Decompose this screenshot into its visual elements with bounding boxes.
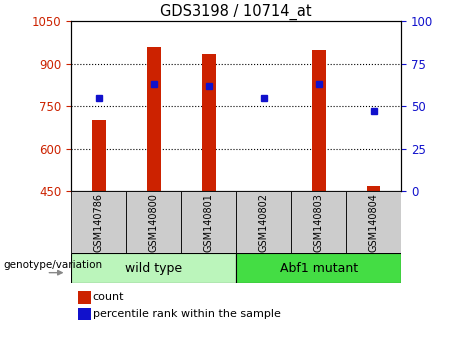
Text: GSM140800: GSM140800	[149, 193, 159, 252]
Bar	[147, 47, 161, 191]
Text: wild type: wild type	[125, 262, 183, 275]
Bar	[78, 291, 91, 304]
Text: Abf1 mutant: Abf1 mutant	[280, 262, 358, 275]
Bar	[71, 191, 126, 253]
Bar	[236, 253, 401, 283]
Bar	[346, 191, 401, 253]
Bar	[71, 253, 236, 283]
Bar	[92, 120, 106, 191]
Text: GSM140801: GSM140801	[204, 193, 214, 252]
Text: GSM140803: GSM140803	[313, 193, 324, 252]
Bar	[202, 54, 216, 191]
Bar	[367, 186, 380, 191]
Bar	[181, 191, 236, 253]
Bar	[312, 50, 325, 191]
Bar	[78, 308, 91, 320]
Title: GDS3198 / 10714_at: GDS3198 / 10714_at	[160, 4, 312, 20]
Text: count: count	[93, 292, 124, 302]
Text: genotype/variation: genotype/variation	[4, 259, 103, 269]
Text: GSM140786: GSM140786	[94, 193, 104, 252]
Bar	[236, 191, 291, 253]
Text: GSM140804: GSM140804	[369, 193, 378, 252]
Bar	[126, 191, 181, 253]
Text: percentile rank within the sample: percentile rank within the sample	[93, 309, 280, 319]
Text: GSM140802: GSM140802	[259, 193, 269, 252]
Bar	[291, 191, 346, 253]
